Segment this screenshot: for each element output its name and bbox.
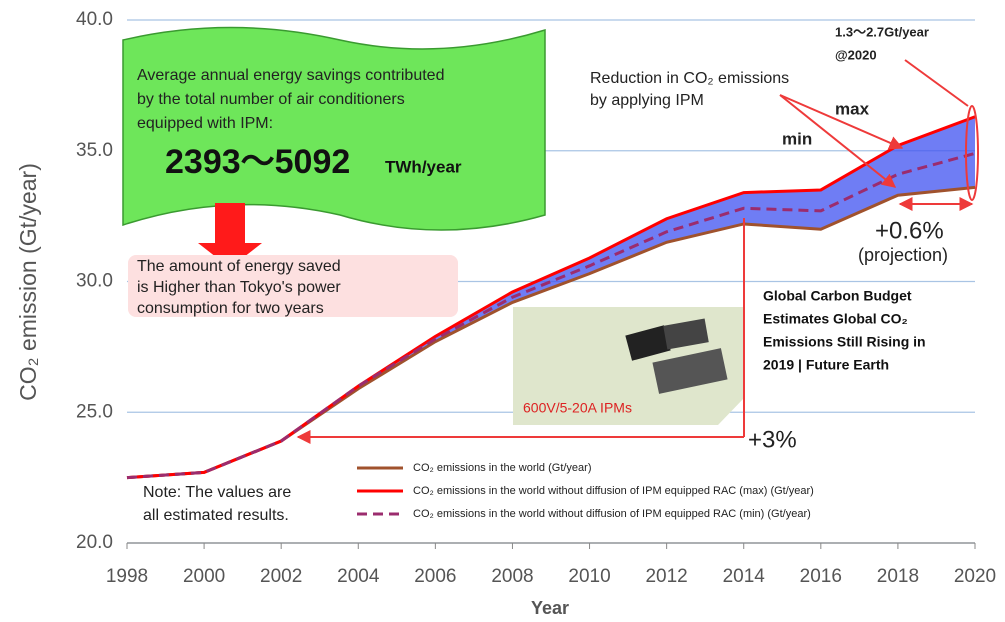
reduction-line: Reduction in CO₂ emissions [590,70,789,87]
reduction-line: by applying IPM [590,92,704,109]
tokyo-line: is Higher than Tokyo's power [137,279,341,296]
x-tick-label: 2000 [183,566,225,587]
plot [126,115,976,480]
savings-banner [122,26,546,231]
tokyo-line: consumption for two years [137,300,324,317]
reduction-area [127,116,975,478]
source-line: 2019 | Future Earth [763,357,889,373]
tokyo-line: The amount of energy saved [137,258,341,275]
series-line [126,151,976,480]
savings-text: Average annual energy savings contribute… [137,67,444,132]
x-tick-label: 2014 [723,566,766,587]
tokyo-box [128,255,458,317]
x-tick-label: 2020 [954,566,996,587]
down-arrow [198,203,262,268]
range-line: 1.3～2.7Gt/year [835,24,929,39]
y-tick-label: 40.0 [76,9,113,30]
y-tick-label: 35.0 [76,140,113,161]
x-tick-label: 2018 [877,566,919,587]
legend-label: CO₂ emissions in the world without diffu… [413,485,814,497]
source-line: Global Carbon Budget [763,288,912,304]
savings-line: by the total number of air conditioners [137,91,405,108]
range-line: @2020 [835,47,877,62]
annotation-arrow [904,59,969,107]
annotation-ellipse [965,105,979,201]
savings-unit: TWh/year [385,157,462,176]
ipm-chips [625,318,728,394]
x-tick-label: 2016 [800,566,842,587]
savings-value: 2393～5092 [165,143,350,181]
y-tick-label: 25.0 [76,401,113,422]
x-tick-label: 2008 [491,566,533,587]
note-line: all estimated results. [143,507,289,524]
min-label: min [782,129,812,148]
legend-label: CO₂ emissions in the world (Gt/year) [413,462,592,474]
x-axis-label: Year [531,598,569,618]
x-tick-label: 2002 [260,566,302,587]
savings-line: equipped with IPM: [137,115,273,132]
source-line: Estimates Global CO₂ [763,311,908,327]
max-label: max [835,99,870,118]
y-axis-label: CO₂ emission (Gt/year) [15,163,41,401]
note-line: Note: The values are [143,484,291,501]
x-tick-label: 2010 [568,566,610,587]
growth-recent: +0.6% [875,217,944,244]
legend: CO₂ emissions in the world (Gt/year) CO₂ … [357,462,814,520]
projection: (projection) [858,245,948,265]
ipm-label: 600V/5-20A IPMs [523,400,632,416]
x-tick-label: 2004 [337,566,380,587]
y-tick-label: 20.0 [76,532,113,553]
x-tick-label: 2012 [645,566,687,587]
growth-past: +3% [748,426,797,453]
x-tick-label: 1998 [106,566,148,587]
annotation-arrow [779,94,897,188]
source-line: Emissions Still Rising in [763,334,926,350]
y-tick-label: 30.0 [76,271,113,292]
annotation-arrow [779,94,904,150]
grid: 20.0 25.0 30.0 35.0 40.0 1998 2000 2002 2004 2006… [76,9,996,587]
x-tick-label: 2006 [414,566,456,587]
legend-label: CO₂ emissions in the world without diffu… [413,508,811,520]
savings-line: Average annual energy savings contribute… [137,67,444,84]
